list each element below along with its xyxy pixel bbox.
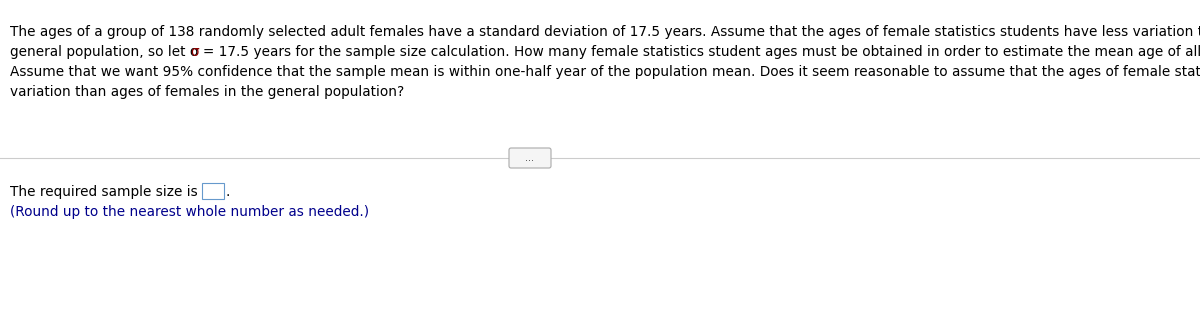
FancyBboxPatch shape bbox=[202, 183, 224, 199]
Text: general population, so let σ = 17.5 years for the sample size calculation. How m: general population, so let σ = 17.5 year… bbox=[10, 45, 1200, 59]
Text: Assume that we want 95% confidence that the sample mean is within one-half year : Assume that we want 95% confidence that … bbox=[10, 65, 1200, 79]
Text: The ages of a group of 138 randomly selected adult females have a standard devia: The ages of a group of 138 randomly sele… bbox=[10, 25, 1200, 39]
FancyBboxPatch shape bbox=[509, 148, 551, 168]
Text: σ: σ bbox=[190, 45, 198, 59]
Text: (Round up to the nearest whole number as needed.): (Round up to the nearest whole number as… bbox=[10, 205, 370, 219]
Text: ...: ... bbox=[526, 153, 534, 163]
Text: variation than ages of females in the general population?: variation than ages of females in the ge… bbox=[10, 85, 404, 99]
Text: .: . bbox=[226, 185, 229, 199]
Text: The required sample size is: The required sample size is bbox=[10, 185, 202, 199]
